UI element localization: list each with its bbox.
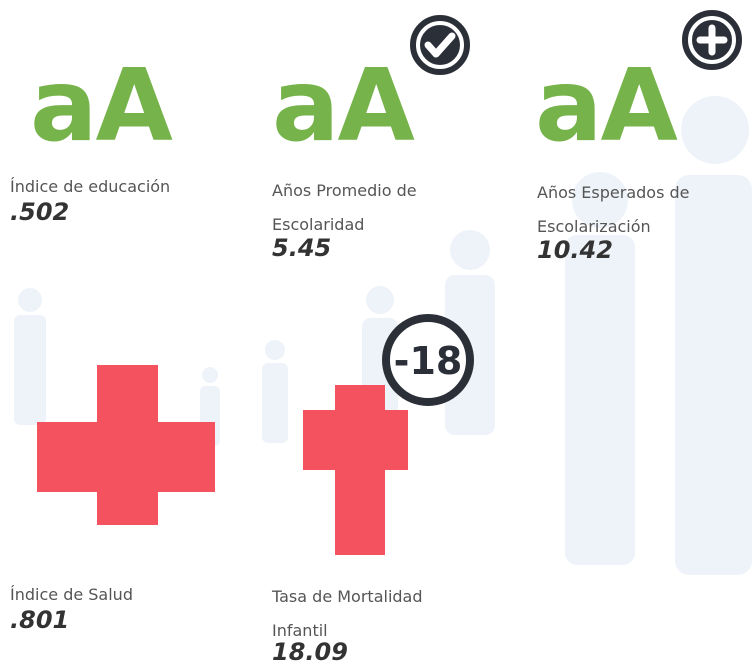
check-badge <box>406 11 474 79</box>
plus-badge <box>678 6 746 74</box>
red-cross <box>303 385 408 555</box>
number-badge: -18 <box>382 314 474 406</box>
label: Tasa de Mortalidad <box>271 587 423 606</box>
icon-text: aA <box>30 47 172 164</box>
value: .502 <box>10 198 69 226</box>
icon-text: aA <box>535 47 677 164</box>
value: 18.09 <box>272 638 348 666</box>
item-education-index: aA Índice de educación .502 <box>10 47 174 226</box>
item-expected-schooling: aA Años Esperados de Escolarización 10.4… <box>535 6 746 264</box>
icon-text: aA <box>272 47 414 164</box>
label: Índice de educación <box>10 177 170 196</box>
label: Infantil <box>272 621 328 640</box>
red-cross <box>37 365 215 525</box>
badge-text: -18 <box>394 339 463 383</box>
label: Escolaridad <box>272 215 364 234</box>
label: Años Promedio de <box>272 181 417 200</box>
item-health-index: Índice de Salud .801 <box>10 365 215 634</box>
label: Años Esperados de <box>537 183 690 202</box>
value: .801 <box>10 606 69 634</box>
item-mean-schooling: aA Años Promedio de Escolaridad 5.45 <box>272 11 474 262</box>
label: Índice de Salud <box>10 585 133 604</box>
label: Escolarización <box>537 217 651 236</box>
item-infant-mortality: -18 Tasa de Mortalidad Infantil 18.09 <box>271 314 474 666</box>
value: 10.42 <box>537 236 613 264</box>
value: 5.45 <box>272 234 331 262</box>
